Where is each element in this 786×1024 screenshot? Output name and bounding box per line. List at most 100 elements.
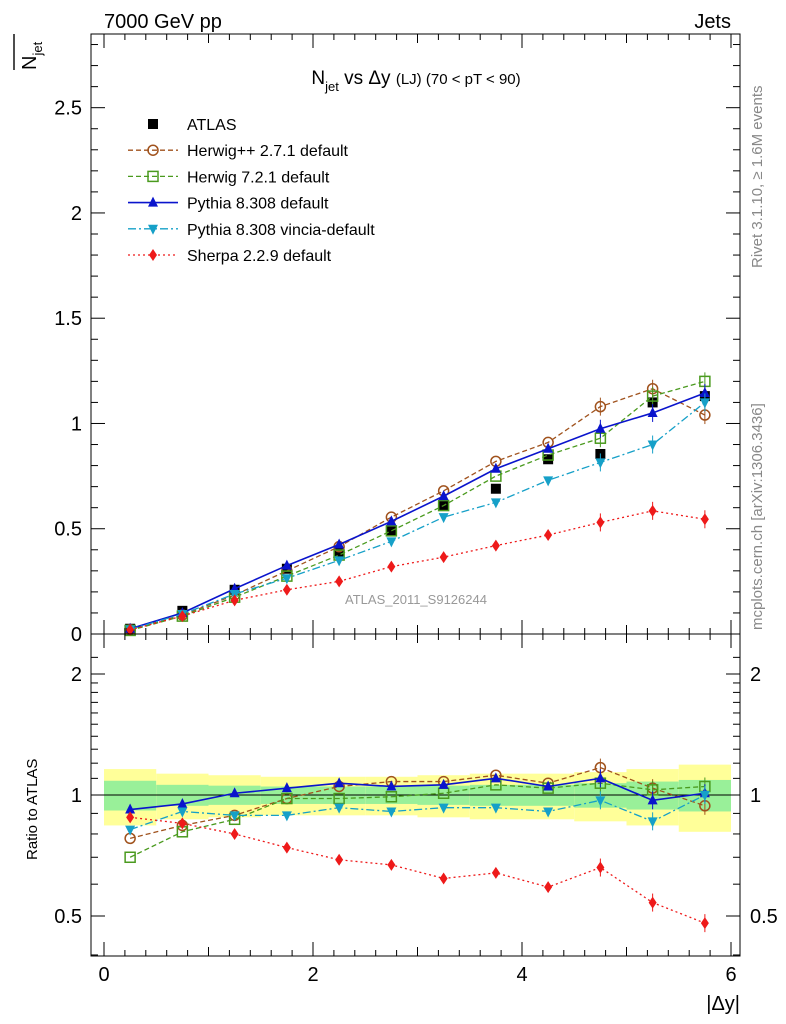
ratio-y-tick-label: 1 [750,785,761,807]
series-5-point [178,610,187,623]
series-2-ratio-point [281,792,293,805]
legend-label: ATLAS [187,117,237,134]
svg-text:Rivet 3.1.10, ≥ 1.6M events: Rivet 3.1.10, ≥ 1.6M events [749,86,766,269]
legend-marker [149,249,157,261]
series-4-ratio-point [334,803,345,814]
series-2-point [385,525,398,537]
header-energy-label: 7000 GeV pp [104,11,222,33]
y-tick-label: 2 [71,203,82,225]
series-3-point [699,386,710,397]
series-3-ratio-point [229,787,240,798]
series-5-ratio-line [130,816,706,924]
series-5-ratio-point [544,881,553,894]
series-3-point [386,515,397,526]
series-4-ratio-point [386,807,397,818]
x-tick-label: 6 [725,964,736,986]
x-tick-label: 0 [98,964,109,986]
series-1-line [129,388,706,631]
series-2-line [129,380,706,632]
series-3-ratio-point [438,778,449,789]
series-3-ratio-point [386,780,397,791]
main-series-layer [124,372,711,637]
series-4-ratio-point [177,807,188,818]
series-3-point [438,490,449,501]
series-3-ratio-point [490,772,501,783]
series-4-point [543,476,554,487]
series-4-ratio-point [438,803,449,814]
legend-label: Pythia 8.308 vincia-default [187,222,375,239]
series-5-point [282,583,291,596]
x-tick-label: 4 [516,964,527,986]
series-4-point [281,574,292,585]
series-2-ratio-point [385,791,398,803]
y-axis-label: Njet [19,41,45,70]
legend-label: Pythia 8.308 default [187,196,329,213]
series-3-point [490,462,501,473]
series-2-point [437,499,450,512]
series-3-point [647,406,658,417]
y-tick-label: 0 [71,624,82,646]
series-4-ratio-point [595,796,606,807]
series-5-point [648,504,657,517]
legend-label: Herwig++ 2.7.1 default [187,143,349,160]
series-5-ratio-point [335,853,344,866]
series-5-point [387,560,396,573]
series-5-ratio-point [230,827,239,840]
series-4-point [438,513,449,524]
legend-marker [148,196,158,207]
chart-title: Njet vs Δy (LJ) (70 < pT < 90) [311,68,520,94]
header-process-label: Jets [694,11,731,33]
series-5-ratio-point [282,841,291,854]
series-5-point [544,529,553,542]
series-4-point [647,440,658,451]
legend-label: Sherpa 2.2.9 default [187,248,332,265]
series-3-ratio-point [334,777,345,788]
y-tick-label: 1 [71,413,82,435]
y-tick-label: 0.5 [54,519,82,541]
x-tick-label: 2 [307,964,318,986]
svg-text:Njet: Njet [19,41,45,70]
analysis-watermark: ATLAS_2011_S9126244 [345,592,487,607]
legend-marker [147,170,159,183]
ratio-y-tick-label: 1 [71,785,82,807]
series-4-line [129,401,706,630]
series-0-point [490,483,501,494]
series-5-point [700,513,709,526]
series-5-ratio-point [491,866,500,879]
legend-marker [147,144,159,156]
y-tick-label: 2.5 [54,98,82,120]
series-2-ratio-point [333,792,345,805]
legend-marker [148,224,158,235]
series-5-ratio-point [387,858,396,871]
series-3-point [543,442,554,453]
svg-text:Ratio to ATLAS: Ratio to ATLAS [24,759,41,860]
series-3-line [129,392,706,630]
series-3-ratio-line [130,777,705,811]
series-4-ratio-point [281,811,292,822]
series-5-ratio-point [648,896,657,909]
series-5-ratio-point [439,872,448,885]
ratio-uncertainty-bands [104,764,731,832]
series-5-ratio-point [126,811,135,824]
main-axes: 0.5 1 1.5 2 2.5 0 [54,34,740,646]
y-tick-label: 1.5 [54,308,82,330]
legend-label: Herwig 7.2.1 default [187,169,330,186]
series-4-point [595,458,606,469]
series-2-ratio-line [129,782,705,858]
series-4-ratio-point [490,803,501,814]
series-0-point [543,454,554,465]
side-mcplots-label: mcplots.cern.ch [arXiv:1306.3436] [749,403,766,630]
ratio-y-tick-label: 2 [750,664,761,686]
ratio-series-layer [124,758,711,933]
series-5-point [491,539,500,552]
series-3-point [334,538,345,549]
ratio-y-tick-label: 0.5 [54,906,82,928]
x-axis-label: |Δy| [706,993,740,1015]
series-3-ratio-point [595,772,606,783]
series-3-ratio-point [281,782,292,793]
ratio-y-tick-label: 2 [71,664,82,686]
legend: ATLAS Herwig++ 2.7.1 default Herwig 7.2.1 … [128,117,375,265]
series-3-ratio-point [543,780,554,791]
series-4-ratio-point [125,825,136,836]
